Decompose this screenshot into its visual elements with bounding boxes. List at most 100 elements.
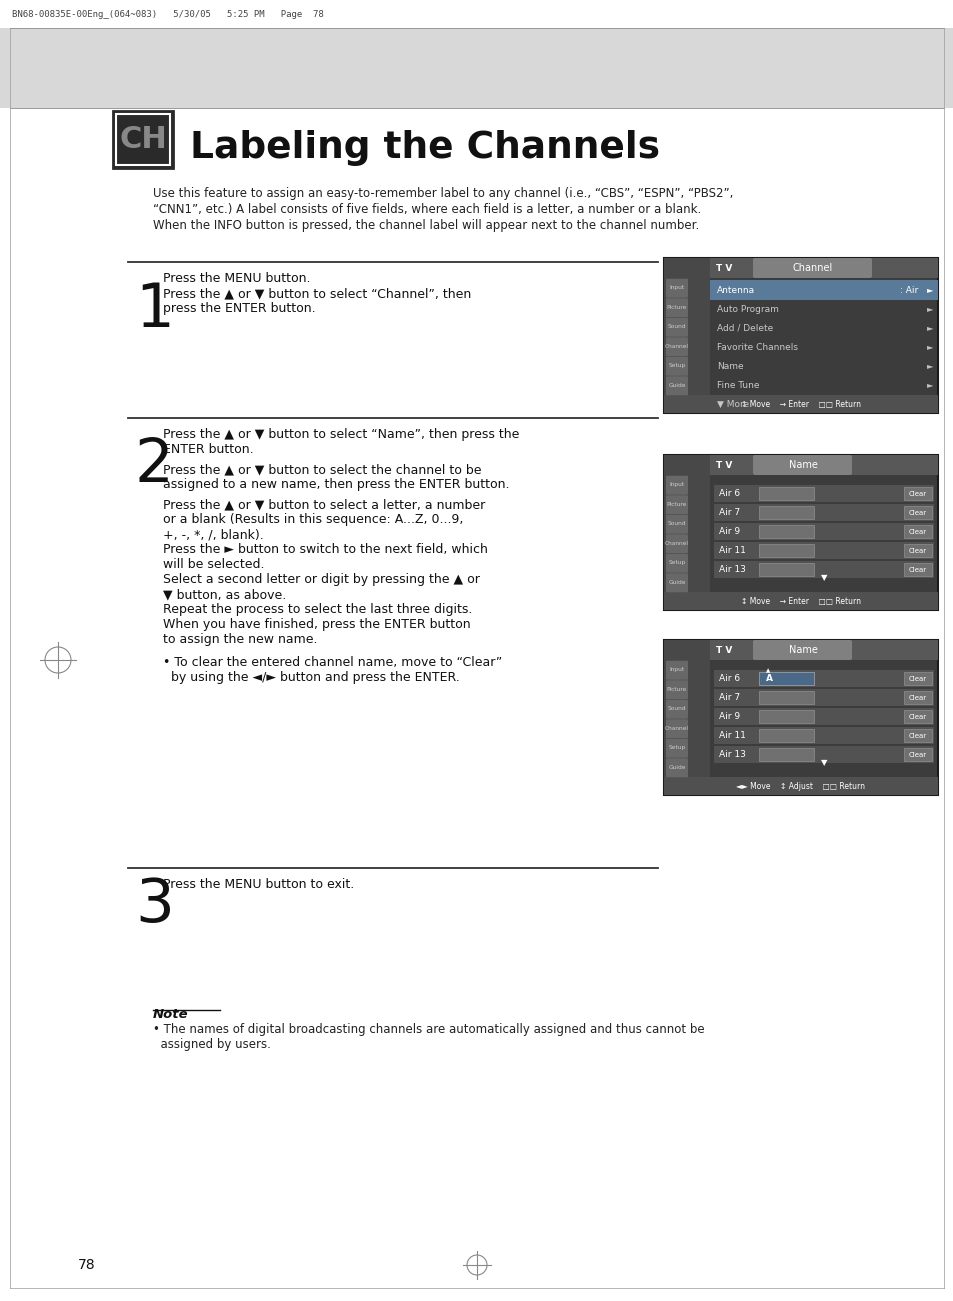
FancyBboxPatch shape [665, 496, 687, 514]
Text: Name: Name [717, 362, 742, 371]
Text: Air 11: Air 11 [719, 731, 745, 740]
Text: Channel: Channel [664, 541, 688, 545]
Text: 2: 2 [135, 436, 173, 494]
Text: Channel: Channel [664, 726, 688, 731]
FancyBboxPatch shape [759, 487, 813, 500]
FancyBboxPatch shape [713, 690, 933, 706]
Text: Press the ► button to switch to the next field, which: Press the ► button to switch to the next… [163, 543, 487, 556]
FancyBboxPatch shape [665, 356, 687, 376]
Text: : Air: : Air [899, 285, 918, 294]
Text: Clear: Clear [908, 675, 926, 682]
FancyBboxPatch shape [665, 574, 687, 592]
FancyBboxPatch shape [665, 476, 687, 494]
FancyBboxPatch shape [709, 640, 937, 660]
FancyBboxPatch shape [665, 298, 687, 317]
Text: ►: ► [925, 342, 932, 351]
FancyBboxPatch shape [665, 661, 687, 679]
Text: Clear: Clear [908, 566, 926, 572]
FancyBboxPatch shape [713, 485, 933, 502]
Text: Select a second letter or digit by pressing the ▲ or: Select a second letter or digit by press… [163, 572, 479, 585]
Text: ►: ► [925, 324, 932, 333]
FancyBboxPatch shape [665, 739, 687, 757]
Text: Antenna: Antenna [717, 285, 755, 294]
Text: Press the ▲ or ▼ button to select “Name”, then press the: Press the ▲ or ▼ button to select “Name”… [163, 428, 518, 441]
Text: ▲: ▲ [765, 669, 769, 674]
Text: • To clear the entered channel name, move to “Clear”: • To clear the entered channel name, mov… [163, 656, 501, 669]
FancyBboxPatch shape [709, 280, 937, 301]
Text: Auto Program: Auto Program [717, 304, 778, 314]
Text: ▼ button, as above.: ▼ button, as above. [163, 588, 286, 601]
Text: When you have finished, press the ENTER button: When you have finished, press the ENTER … [163, 618, 470, 631]
Text: Clear: Clear [908, 528, 926, 535]
Text: ▼ More: ▼ More [717, 399, 748, 409]
Text: Clear: Clear [908, 713, 926, 719]
Text: 78: 78 [78, 1258, 95, 1272]
FancyBboxPatch shape [663, 777, 937, 795]
FancyBboxPatch shape [903, 563, 931, 576]
Text: Guide: Guide [667, 765, 685, 770]
FancyBboxPatch shape [713, 523, 933, 540]
FancyBboxPatch shape [663, 640, 709, 795]
Text: will be selected.: will be selected. [163, 558, 264, 571]
FancyBboxPatch shape [903, 691, 931, 704]
Text: ▼: ▼ [820, 574, 826, 583]
FancyBboxPatch shape [663, 258, 937, 412]
FancyBboxPatch shape [665, 337, 687, 356]
Text: ENTER button.: ENTER button. [163, 444, 253, 455]
Text: Clear: Clear [908, 548, 926, 553]
Text: Sound: Sound [667, 706, 685, 712]
FancyBboxPatch shape [759, 563, 813, 576]
Polygon shape [0, 29, 953, 108]
FancyBboxPatch shape [665, 700, 687, 718]
FancyBboxPatch shape [709, 455, 937, 475]
Text: Air 7: Air 7 [719, 693, 740, 703]
Text: assigned to a new name, then press the ENTER button.: assigned to a new name, then press the E… [163, 477, 509, 490]
Text: ↕ Move    → Enter    □□ Return: ↕ Move → Enter □□ Return [740, 399, 861, 409]
FancyBboxPatch shape [713, 670, 933, 687]
Text: Press the ▲ or ▼ button to select the channel to be: Press the ▲ or ▼ button to select the ch… [163, 463, 481, 476]
FancyBboxPatch shape [713, 708, 933, 725]
Text: Air 7: Air 7 [719, 507, 740, 516]
Text: ►: ► [925, 285, 932, 294]
Text: Note: Note [152, 1008, 189, 1021]
FancyBboxPatch shape [663, 455, 709, 610]
Text: Setup: Setup [668, 561, 685, 565]
Text: Guide: Guide [667, 580, 685, 584]
Text: Air 9: Air 9 [719, 712, 740, 721]
Text: Air 13: Air 13 [719, 565, 745, 574]
FancyBboxPatch shape [903, 487, 931, 500]
Text: +, -, *, /, blank).: +, -, *, /, blank). [163, 528, 263, 541]
Text: press the ENTER button.: press the ENTER button. [163, 302, 315, 315]
FancyBboxPatch shape [665, 317, 687, 337]
FancyBboxPatch shape [663, 592, 937, 610]
Text: 1: 1 [135, 281, 173, 340]
Text: ►: ► [925, 380, 932, 389]
Text: Press the MENU button to exit.: Press the MENU button to exit. [163, 878, 354, 891]
Text: BN68-00835E-00Eng_(064~083)   5/30/05   5:25 PM   Page  78: BN68-00835E-00Eng_(064~083) 5/30/05 5:25… [12, 10, 323, 20]
FancyBboxPatch shape [663, 258, 709, 412]
Text: ↕ Move    → Enter    □□ Return: ↕ Move → Enter □□ Return [740, 596, 861, 605]
Text: 3: 3 [135, 876, 173, 934]
Text: Name: Name [788, 461, 817, 470]
Text: Channel: Channel [664, 343, 688, 349]
FancyBboxPatch shape [903, 710, 931, 723]
Text: “CNN1”, etc.) A label consists of five fields, where each field is a letter, a n: “CNN1”, etc.) A label consists of five f… [152, 203, 700, 216]
FancyBboxPatch shape [112, 111, 172, 168]
Text: CH: CH [119, 125, 167, 154]
FancyBboxPatch shape [713, 745, 933, 762]
FancyBboxPatch shape [663, 396, 937, 412]
Text: T V: T V [716, 264, 732, 272]
Text: Use this feature to assign an easy-to-remember label to any channel (i.e., “CBS”: Use this feature to assign an easy-to-re… [152, 187, 733, 200]
FancyBboxPatch shape [903, 544, 931, 557]
FancyBboxPatch shape [903, 673, 931, 686]
FancyBboxPatch shape [663, 640, 937, 795]
FancyBboxPatch shape [713, 561, 933, 578]
Text: Air 6: Air 6 [719, 674, 740, 683]
FancyBboxPatch shape [709, 258, 937, 278]
Text: Air 13: Air 13 [719, 749, 745, 758]
Text: T V: T V [716, 461, 732, 470]
Text: or a blank (Results in this sequence: A...Z, 0...9,: or a blank (Results in this sequence: A.… [163, 513, 463, 526]
FancyBboxPatch shape [665, 680, 687, 699]
FancyBboxPatch shape [759, 710, 813, 723]
FancyBboxPatch shape [759, 729, 813, 742]
